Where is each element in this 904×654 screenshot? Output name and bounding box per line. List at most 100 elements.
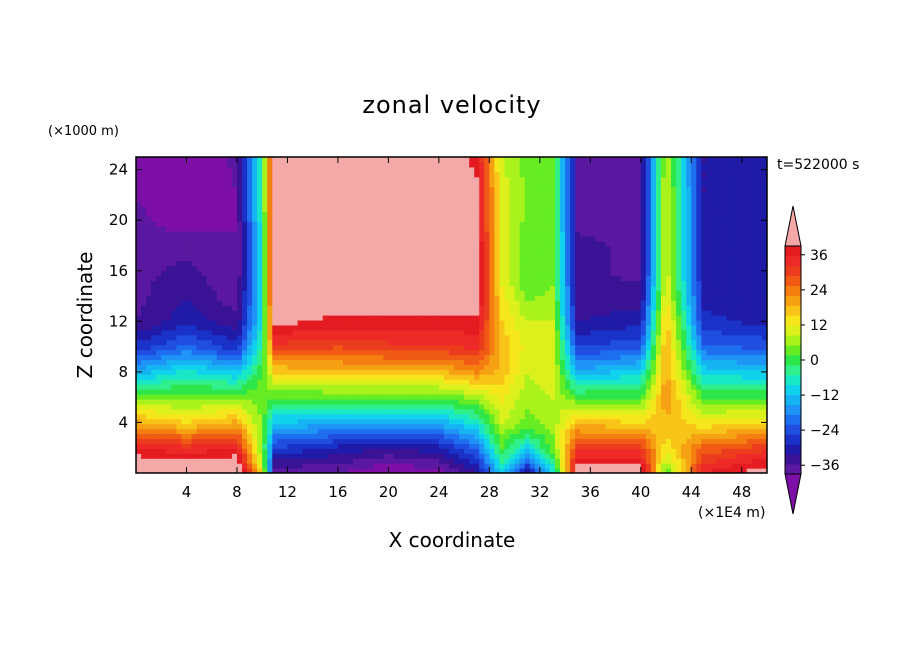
contour-cell [297,245,304,252]
contour-cell [272,418,278,425]
contour-cell [504,191,511,198]
contour-cell [216,344,223,351]
contour-cell [226,176,233,183]
contour-cell [489,285,496,291]
contour-cell [443,295,450,301]
contour-cell [363,305,369,311]
contour-cell [166,324,172,331]
contour-cell [277,221,283,227]
contour-cell [221,270,228,277]
contour-cell [489,379,496,385]
contour-cell [438,236,445,242]
contour-cell [221,438,228,444]
contour-cell [337,364,344,370]
contour-cell [181,236,188,242]
contour-cell [363,448,369,454]
contour-cell [499,216,506,222]
contour-cell [181,166,188,173]
contour-cell [297,270,304,277]
contour-cell [398,265,405,272]
contour-cell [332,236,339,242]
contour-cell [428,379,435,385]
contour-cell [252,226,258,232]
contour-cell [403,191,410,198]
contour-cell [151,428,157,435]
contour-cell [348,344,354,351]
contour-cell [252,389,258,395]
contour-cell [509,186,516,193]
contour-cell [191,468,198,473]
contour-cell [302,161,309,168]
contour-cell [494,354,501,361]
contour-cell [479,384,485,390]
contour-cell [383,196,389,203]
contour-cell [454,329,460,336]
contour-cell [464,443,470,449]
contour-cell [474,245,480,252]
contour-cell [368,428,374,435]
contour-cell [136,463,142,469]
contour-cell [226,354,233,361]
contour-cell [479,423,485,430]
contour-cell [504,221,511,227]
contour-cell [413,413,420,420]
contour-cell [151,305,157,311]
contour-cell [141,211,147,217]
contour-cell [368,329,374,336]
contour-cell [499,448,506,454]
contour-cell [141,448,147,454]
contour-cell [206,171,213,178]
contour-cell [146,344,152,351]
contour-cell [423,300,430,306]
contour-cell [226,438,233,444]
contour-cell [322,206,329,212]
contour-cell [226,305,233,311]
contour-cell [514,448,521,454]
contour-cell [363,245,369,252]
contour-cell [363,181,369,188]
contour-cell [262,354,268,361]
contour-cell [322,186,329,193]
contour-cell [489,196,496,203]
contour-cell [363,201,369,207]
contour-cell [317,236,324,242]
contour-cell [403,206,410,212]
contour-cell [156,285,162,291]
contour-cell [448,413,455,420]
contour-cell [186,384,193,390]
contour-cell [312,453,319,459]
contour-cell [302,324,309,331]
contour-cell [332,354,339,361]
contour-cell [277,191,283,198]
contour-cell [479,379,485,385]
contour-cell [136,354,142,361]
contour-cell [282,315,289,321]
contour-cell [136,324,142,331]
contour-cell [236,354,243,361]
contour-cell [297,359,304,365]
contour-cell [191,226,198,232]
contour-cell [226,398,233,405]
contour-cell [494,250,501,257]
contour-cell [307,384,314,390]
contour-cell [469,374,475,380]
contour-cell [423,374,430,380]
contour-cell [196,379,203,385]
contour-cell [151,275,157,282]
contour-field [136,157,767,473]
contour-cell [211,458,218,464]
contour-cell [418,305,425,311]
contour-cell [398,398,405,405]
contour-cell [342,191,349,198]
contour-cell [161,171,167,178]
contour-cell [509,260,516,267]
contour-cell [448,334,455,341]
contour-cell [312,319,319,326]
contour-cell [151,216,157,222]
contour-cell [141,245,147,252]
contour-cell [459,161,465,168]
contour-cell [277,300,283,306]
contour-cell [378,171,384,178]
contour-cell [438,468,445,473]
contour-cell [514,221,521,227]
